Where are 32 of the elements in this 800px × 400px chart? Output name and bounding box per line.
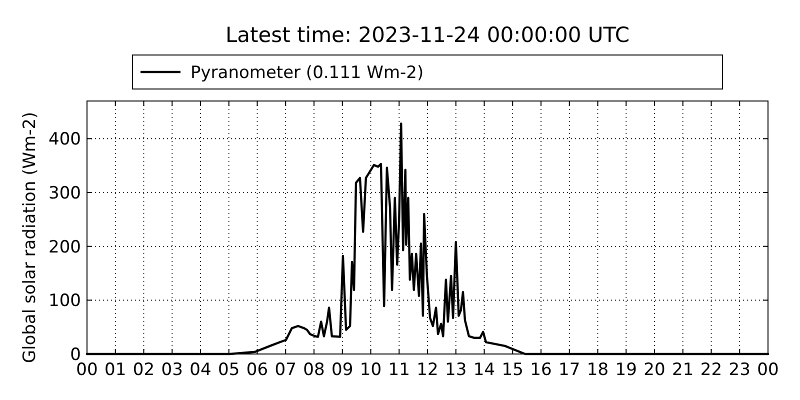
x-tick-label: 18 (586, 360, 609, 380)
chart-title: Latest time: 2023-11-24 00:00:00 UTC (225, 23, 630, 47)
x-tick-label: 03 (161, 360, 183, 380)
x-tick-label: 10 (360, 360, 382, 380)
y-tick-label: 300 (48, 184, 81, 204)
x-tick-label: 12 (416, 360, 438, 380)
x-tick-label: 06 (246, 360, 268, 380)
x-tick-label: 04 (190, 360, 212, 380)
y-tick-label: 400 (48, 130, 81, 150)
legend-label: Pyranometer (0.111 Wm-2) (190, 63, 424, 83)
x-tick-label: 00 (76, 360, 98, 380)
x-tick-label: 11 (388, 360, 410, 380)
x-tick-label: 00 (757, 360, 779, 380)
x-tick-label: 01 (104, 360, 126, 380)
x-tick-label: 17 (558, 360, 580, 380)
x-tick-label: 02 (132, 360, 155, 380)
x-tick-label: 14 (473, 360, 496, 380)
x-tick-label: 21 (672, 360, 694, 380)
x-tick-label: 23 (728, 360, 750, 380)
x-tick-label: 09 (332, 360, 354, 380)
x-tick-label: 15 (502, 360, 524, 380)
y-axis-title: Global solar radiation (Wm-2) (20, 112, 40, 364)
y-tick-label: 200 (48, 237, 81, 258)
x-tick-label: 22 (700, 360, 722, 380)
x-tick-label: 16 (530, 360, 552, 380)
x-tick-label: 13 (445, 360, 467, 380)
x-tick-label: 08 (303, 360, 325, 380)
x-tick-label: 19 (615, 360, 637, 380)
y-tick-label: 100 (48, 291, 81, 312)
x-tick-label: 07 (274, 360, 296, 380)
x-tick-label: 05 (218, 360, 240, 380)
x-tick-label: 20 (644, 360, 666, 380)
